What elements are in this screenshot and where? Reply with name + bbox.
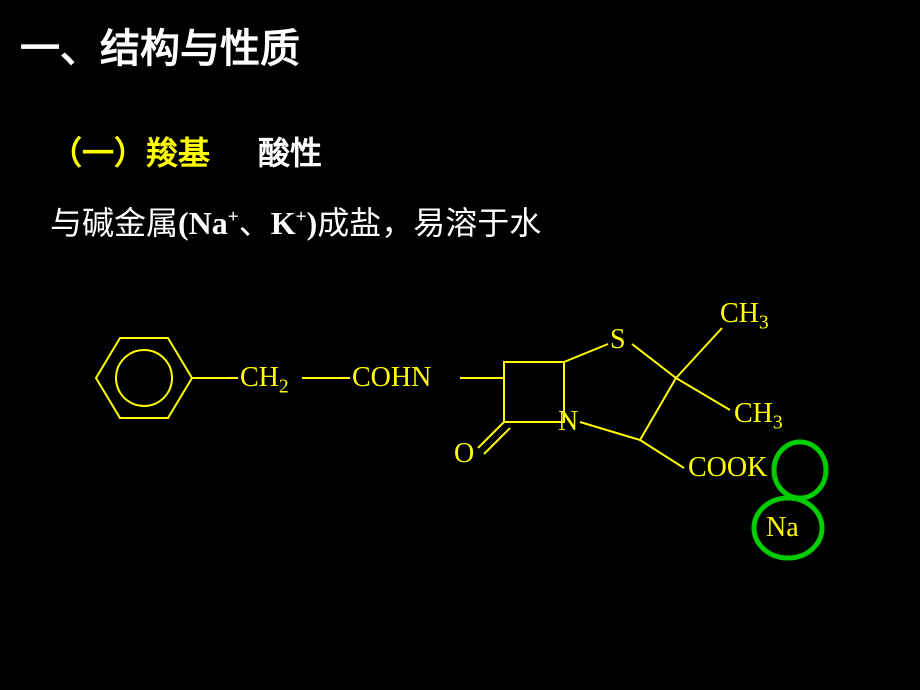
- bond-cook: [640, 440, 684, 468]
- label-n: N: [558, 406, 578, 438]
- page-title: 一、结构与性质: [20, 16, 300, 74]
- label-s: S: [610, 324, 626, 356]
- desc-prefix: 与碱金属: [50, 205, 178, 241]
- label-ch3-bot: CH3: [734, 398, 783, 435]
- bond-ch3-bot: [676, 378, 730, 410]
- label-cohn: COHN: [352, 362, 431, 394]
- desc-paren-open: (: [178, 205, 189, 241]
- label-cook: COOK: [688, 452, 767, 484]
- bond-ch3-top: [676, 328, 722, 378]
- circle-k: [774, 442, 826, 498]
- section-label: （一）羧基 酸性: [50, 128, 322, 174]
- chemical-structure: CH2 COHN S N O CH3 CH3 COOK Na: [60, 290, 880, 640]
- betalactam-square: [504, 362, 564, 422]
- label-ch2: CH2: [240, 362, 289, 399]
- desc-paren-close: ): [307, 205, 318, 241]
- section-property: 酸性: [258, 135, 322, 171]
- desc-sep: 、: [239, 205, 271, 241]
- label-na: Na: [766, 512, 799, 544]
- desc-k: K: [271, 205, 296, 241]
- bond-o-2: [484, 428, 510, 454]
- label-o: O: [454, 438, 474, 470]
- desc-na-plus: +: [228, 206, 239, 227]
- desc-k-plus: +: [296, 206, 307, 227]
- description-line: 与碱金属(Na+、K+)成盐，易溶于水: [50, 198, 541, 244]
- pent-2: [632, 344, 676, 378]
- label-ch3-top: CH3: [720, 298, 769, 335]
- pent-1: [564, 344, 608, 362]
- benzene-circle: [116, 350, 172, 406]
- desc-suffix: 成盐，易溶于水: [317, 205, 541, 241]
- desc-na: Na: [189, 205, 228, 241]
- pent-3: [640, 378, 676, 440]
- pent-4: [580, 422, 640, 440]
- bond-o-1: [478, 422, 504, 448]
- section-number: （一）羧基: [50, 135, 210, 171]
